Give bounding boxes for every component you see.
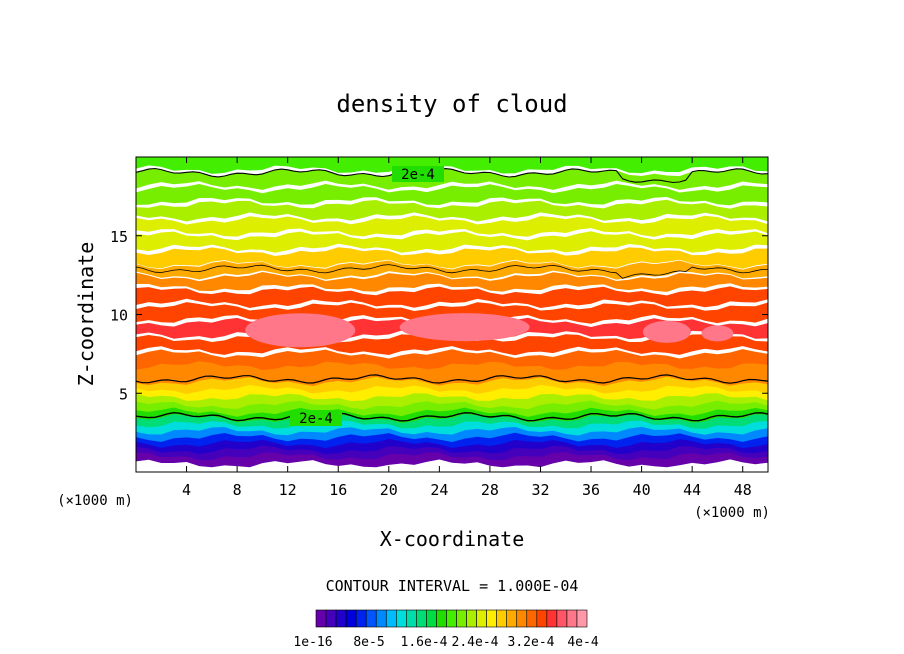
colorbar-swatch: [335, 609, 347, 628]
colorbar-label: 4e-4: [567, 635, 598, 650]
density-band: [136, 369, 768, 387]
density-band: [136, 231, 768, 253]
colorbar-swatch: [406, 609, 417, 628]
x-tick-label: 12: [279, 481, 297, 499]
colorbar: [315, 609, 588, 628]
x-tick-label: 24: [430, 481, 448, 499]
density-band: [136, 260, 768, 280]
colorbar-swatch: [446, 609, 457, 628]
chart-title: density of cloud: [336, 90, 567, 118]
colorbar-label: 3.2e-4: [508, 635, 555, 650]
density-band: [136, 272, 768, 292]
colorbar-swatch: [315, 609, 327, 628]
colorbar-swatch: [355, 609, 367, 628]
density-band: [136, 426, 768, 444]
y-tick-label: 5: [119, 385, 128, 403]
colorbar-swatch: [496, 609, 508, 628]
x-axis-unit: (×1000 m): [694, 505, 770, 521]
colorbar-label: 1.6e-4: [401, 635, 448, 650]
contour-label-bottom: 2e-4: [299, 411, 333, 427]
x-axis: 4 8 12 16 20 24 28 32 36 40 44 48: [182, 157, 752, 499]
contour-line: [135, 374, 769, 384]
colorbar-swatch: [426, 609, 437, 628]
density-band: [136, 168, 768, 190]
colorbar-swatch: [456, 609, 467, 628]
contour-interval-text: CONTOUR INTERVAL = 1.000E-04: [326, 577, 579, 595]
density-maximum: [642, 320, 691, 343]
colorbar-swatch: [466, 609, 477, 628]
y-tick-label: 15: [110, 228, 128, 246]
density-band: [136, 183, 768, 206]
density-band: [136, 400, 768, 419]
x-tick-label: 44: [683, 481, 701, 499]
colorbar-label: 2.4e-4: [452, 635, 499, 650]
x-tick-label: 36: [582, 481, 600, 499]
colorbar-label: 8e-5: [353, 635, 384, 650]
colorbar-swatch: [365, 609, 377, 628]
density-band: [136, 247, 768, 269]
colorbar-swatch: [416, 609, 427, 628]
density-band: [136, 452, 768, 468]
contour-line: [135, 167, 769, 184]
density-band: [136, 376, 768, 395]
colorbar-swatch: [436, 609, 447, 628]
colorbar-swatch: [546, 609, 558, 628]
density-band: [136, 349, 768, 371]
x-tick-label: 8: [233, 481, 242, 499]
contour-labels: 2e-4 2e-4: [290, 166, 444, 427]
colorbar-label: 1e-16: [293, 635, 332, 650]
density-maxima: [245, 313, 734, 348]
filled-contours: [136, 157, 768, 468]
density-maximum: [245, 313, 356, 348]
plot-area: 2e-4 2e-4: [135, 156, 769, 473]
x-tick-label: 28: [481, 481, 499, 499]
colorbar-swatch: [385, 609, 397, 628]
x-tick-label: 48: [734, 481, 752, 499]
colorbar-swatch: [345, 609, 357, 628]
x-axis-label: X-coordinate: [380, 527, 525, 551]
colorbar-swatch: [566, 609, 578, 628]
colorbar-swatch: [556, 609, 568, 628]
contour-label-top: 2e-4: [401, 167, 435, 183]
x-tick-label: 40: [633, 481, 651, 499]
colorbar-labels: 1e-16 8e-5 1.6e-4 2.4e-4 3.2e-4 4e-4: [293, 635, 598, 650]
y-axis: 5 10 15: [110, 228, 768, 403]
colorbar-swatch: [476, 609, 487, 628]
colorbar-swatch: [576, 609, 588, 628]
density-band: [136, 393, 768, 411]
colorbar-swatch: [395, 609, 407, 628]
density-band: [136, 384, 768, 402]
density-band: [136, 215, 768, 237]
contour-line: [135, 264, 769, 279]
density-band: [136, 438, 768, 456]
colorbar-swatch: [486, 609, 497, 628]
colorbar-swatch: [375, 609, 387, 628]
colorbar-swatch: [325, 609, 337, 628]
x-tick-label: 4: [182, 481, 191, 499]
x-tick-label: 20: [380, 481, 398, 499]
density-maximum: [701, 325, 734, 342]
contour-line: [135, 411, 769, 422]
density-band: [136, 157, 768, 174]
density-maximum: [399, 313, 530, 342]
colorbar-swatch: [526, 609, 538, 628]
density-band: [136, 199, 768, 222]
contour-label-backdrop: [392, 166, 444, 182]
density-band: [136, 445, 768, 463]
colorbar-swatch: [536, 609, 548, 628]
y-tick-label: 10: [110, 307, 128, 325]
colorbar-swatch: [506, 609, 518, 628]
contour-lines: [135, 167, 769, 422]
density-band: [136, 286, 768, 308]
colorbar-swatch: [516, 609, 528, 628]
contour-label-backdrop: [290, 410, 342, 426]
x-tick-label: 16: [329, 481, 347, 499]
y-axis-label: Z-coordinate: [74, 242, 98, 387]
y-axis-unit: (×1000 m): [57, 493, 133, 509]
x-tick-label: 32: [531, 481, 549, 499]
